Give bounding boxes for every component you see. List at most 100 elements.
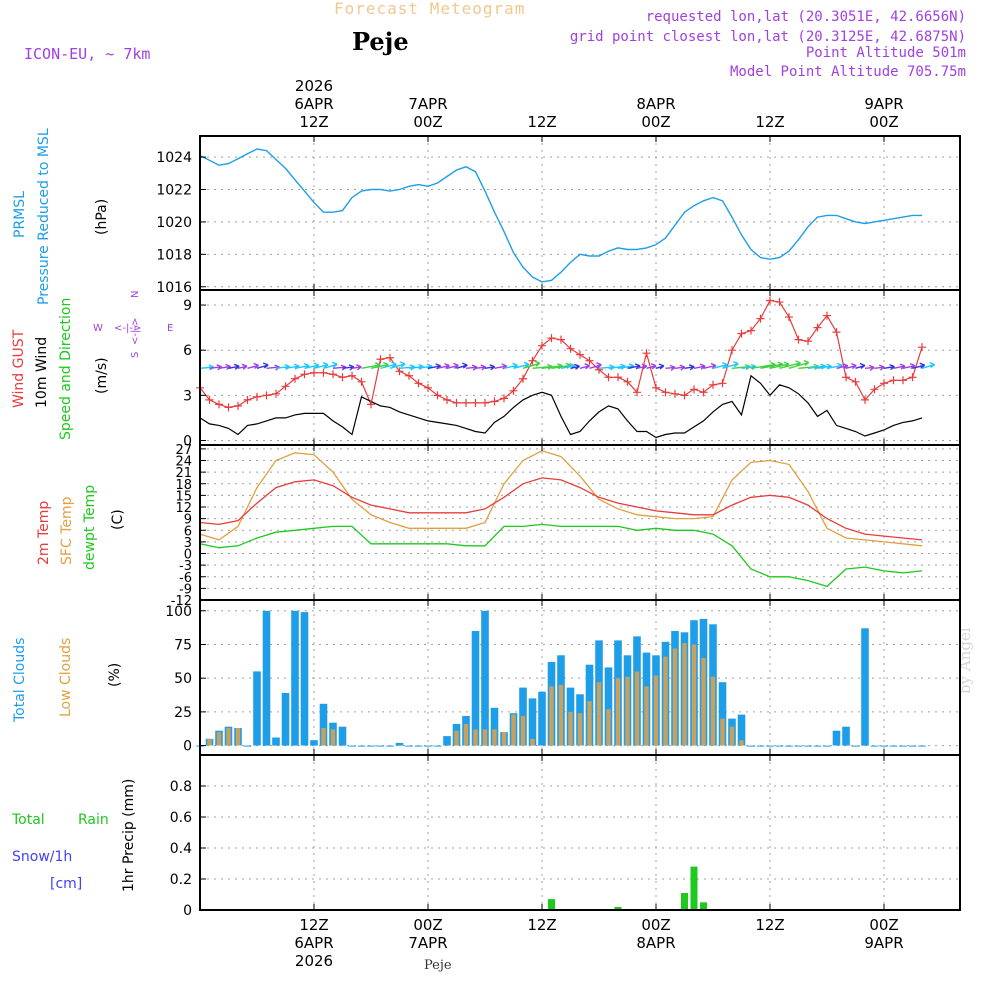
low-clouds-bar	[596, 682, 602, 746]
top-time-tick-label: 2026	[295, 77, 333, 95]
wind-direction-arrow	[228, 363, 240, 370]
total-clouds-bar	[528, 698, 537, 746]
low-clouds-bar	[549, 686, 554, 746]
total-clouds-bar	[433, 745, 442, 747]
wind-gust-point-marker	[566, 344, 575, 353]
total-clouds-bar	[243, 745, 252, 747]
wind-gust-point-marker	[813, 323, 822, 332]
low-clouds-bar	[321, 728, 326, 746]
low-clouds-bar	[615, 678, 621, 746]
wind-gust-point-marker	[851, 377, 860, 386]
total-clouds-bar	[319, 703, 328, 746]
total-clouds-bar	[747, 745, 755, 747]
wind-gust-point-marker	[462, 398, 470, 407]
low-clouds-bar	[235, 728, 241, 746]
point-altitude: Point Altitude 501m	[805, 45, 966, 61]
dewpoint-series-line	[199, 523, 923, 588]
wind-gust-point-marker	[832, 328, 841, 337]
temp-ytick-label: 18	[175, 478, 192, 493]
bottom-time-tick-label: 8APR	[636, 934, 675, 952]
total-clouds-label: Total Clouds	[12, 638, 28, 723]
low-clouds-bar	[226, 728, 231, 746]
wind-direction-arrow	[446, 362, 459, 369]
total-clouds-bar	[310, 740, 318, 746]
wind-ytick-label: 0	[183, 433, 192, 449]
wind-gust-point-marker	[414, 379, 423, 388]
gridpoint-coordinates: grid point closest lon,lat (20.3125E, 42…	[569, 29, 966, 45]
bottom-time-tick-label: 12Z	[755, 916, 784, 934]
wind-gust-point-marker	[614, 373, 622, 382]
wind-direction-arrow	[703, 362, 717, 370]
wind-gust-point-marker	[737, 329, 746, 338]
wind-direction-arrow	[389, 361, 406, 369]
wind-direction-arrow	[636, 363, 648, 370]
low-clouds-bar	[463, 724, 469, 746]
low-clouds-bar	[634, 671, 640, 746]
cloud-unit-label: (%)	[107, 663, 123, 687]
top-time-tick-label: 6APR	[294, 95, 333, 113]
wind-direction-arrow	[655, 363, 665, 370]
temp-ytick-label: -3	[179, 559, 192, 574]
wind-direction-arrow	[855, 362, 866, 370]
wind-gust-point-marker	[329, 370, 337, 379]
low-clouds-bar	[330, 729, 336, 746]
location-title: Peje	[352, 27, 409, 56]
wind-gust-point-marker	[405, 371, 413, 380]
precip-ytick-label: 0.6	[170, 810, 192, 826]
pressure-ytick-label: 1020	[156, 215, 192, 231]
wind-gust-point-marker	[861, 395, 869, 404]
top-time-tick-label: 8APR	[636, 95, 675, 113]
temp-ytick-label: 3	[184, 536, 192, 551]
precip-axis-label: 1hr Precip (mm)	[121, 779, 137, 892]
top-time-tick-label: 9APR	[864, 95, 903, 113]
wind-gust-point-marker	[395, 367, 404, 376]
bottom-time-tick-label: 00Z	[869, 916, 898, 934]
wind-gust-point-marker	[433, 391, 442, 400]
wind-direction-arrow	[570, 363, 580, 370]
wind-gust-label: Wind GUST	[11, 329, 27, 408]
wind-direction-arrow	[437, 362, 450, 370]
rain-bar	[690, 866, 698, 910]
wind-gust-point-marker	[775, 298, 784, 307]
sfc-temp-series-line	[199, 450, 923, 547]
low-clouds-bar	[682, 643, 687, 746]
low-clouds-bar	[691, 644, 697, 746]
wind-gust-point-marker	[870, 385, 879, 394]
temp-ytick-label: 12	[175, 501, 192, 516]
wind-gust-point-marker	[272, 389, 280, 398]
marks-layer	[196, 148, 936, 911]
total-clouds-bar	[481, 610, 489, 746]
total-clouds-bar	[604, 667, 613, 746]
rain-bar	[548, 899, 555, 910]
wind-gust-point-marker	[357, 377, 366, 386]
wind-gust-point-marker	[424, 383, 432, 392]
temp-ytick-label: 21	[175, 466, 192, 481]
low-clouds-bar	[710, 676, 716, 746]
low-clouds-bar	[720, 718, 725, 746]
wind-gust-point-marker	[633, 388, 641, 397]
total-clouds-bar	[291, 610, 299, 746]
pressure-ytick-label: 1018	[156, 247, 192, 263]
total-clouds-bar	[880, 745, 888, 747]
wind-gust-point-marker	[756, 314, 765, 323]
model-label: ICON-EU, ~ 7km	[24, 45, 151, 63]
total-clouds-bar	[300, 612, 309, 746]
wind-gust-point-marker	[376, 355, 385, 364]
low-clouds-bar	[482, 729, 488, 746]
low-clouds-bar	[644, 686, 649, 746]
wind-gust-point-marker	[338, 373, 347, 382]
compass-e-label: E	[167, 323, 173, 334]
wind-direction-arrow	[380, 361, 397, 369]
wind-direction-arrow	[589, 362, 602, 369]
wind-direction-arrow	[665, 364, 676, 371]
wind-gust-point-marker	[889, 376, 898, 385]
total-clouds-bar	[899, 745, 907, 747]
total-clouds-bar	[813, 745, 822, 747]
wind-direction-arrow	[256, 362, 269, 369]
forecast-meteogram-title: Forecast Meteogram	[334, 0, 526, 18]
total-clouds-bar	[348, 745, 356, 747]
total-clouds-bar	[842, 726, 850, 746]
wind-unit-label: (m/s)	[94, 357, 110, 394]
low-clouds-bar	[454, 730, 459, 746]
wind-gust-point-marker	[585, 356, 594, 365]
